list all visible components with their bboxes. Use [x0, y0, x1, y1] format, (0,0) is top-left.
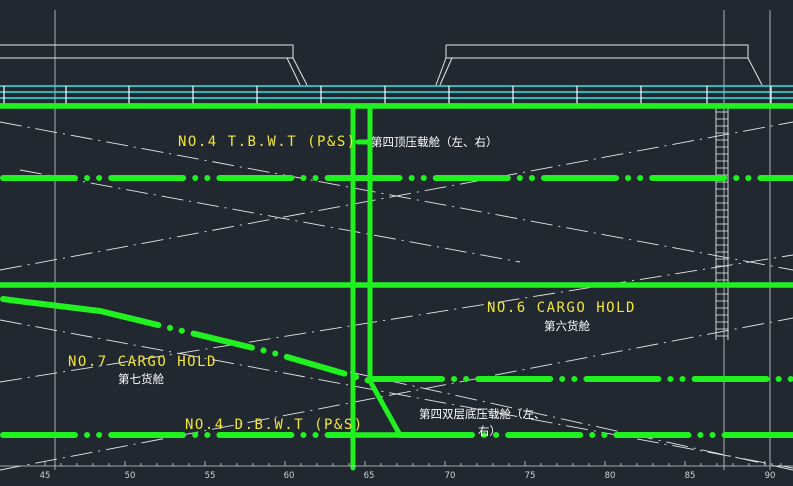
frame-tick-80: 80: [605, 471, 616, 481]
label-tbwt-en: NO.4 T.B.W.T (P&S): [178, 134, 357, 150]
vertical-ladder: [715, 106, 729, 340]
frame-scale: 45 50 55 60 65 70 75 80 85 90: [0, 461, 793, 481]
frame-tick-45: 45: [40, 471, 51, 481]
hatch-coaming-outlines: [0, 44, 763, 86]
diagonal-structure-lines: [0, 121, 793, 471]
frame-tick-75: 75: [525, 471, 536, 481]
label-dbwt-en: NO.4 D.B.W.T (P&S): [185, 417, 364, 433]
label-hold6-cn: 第六货舱: [544, 319, 590, 333]
frame-tick-60: 60: [284, 471, 295, 481]
sloped-pipe: [0, 296, 373, 384]
dashed-pipes: [0, 175, 793, 438]
solid-pipes: [0, 103, 793, 438]
frame-tick-90: 90: [765, 471, 776, 481]
frame-tick-70: 70: [445, 471, 456, 481]
frame-tick-85: 85: [685, 471, 696, 481]
deck-handrail: [0, 85, 793, 105]
label-hold6-en: NO.6 CARGO HOLD: [487, 300, 636, 316]
label-dbwt-cn-line1: 第四双层底压载舱（左、: [419, 407, 546, 421]
deck-handrail-posts: [3, 86, 772, 104]
label-hold7-cn: 第七货舱: [118, 372, 164, 386]
frame-tick-55: 55: [205, 471, 216, 481]
frame-tick-50: 50: [125, 471, 136, 481]
label-dbwt-cn-line2: 右）: [478, 424, 501, 438]
label-hold7-en: NO.7 CARGO HOLD: [68, 354, 217, 370]
label-tbwt-cn: 第四顶压载舱（左、右）: [371, 135, 498, 149]
vertical-pipes: [350, 103, 403, 471]
ladder-rungs: [716, 111, 728, 337]
frame-tick-65: 65: [364, 471, 375, 481]
